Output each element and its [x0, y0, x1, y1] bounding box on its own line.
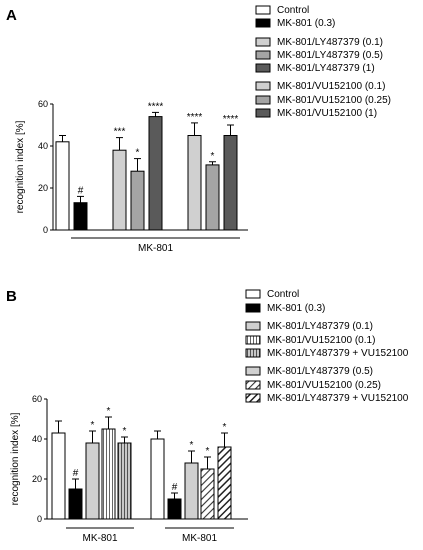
- significance-label-6: #: [172, 482, 178, 493]
- bar-1: [73, 202, 88, 231]
- group-label-0: MK-801: [82, 533, 117, 544]
- legend-swatch-3: [245, 335, 261, 345]
- legend-entry-4: MK-801/LY487379 (1): [277, 63, 375, 74]
- legend-swatch-1: [255, 18, 271, 28]
- significance-label-2: *: [91, 420, 95, 431]
- significance-label-9: *: [223, 422, 227, 433]
- legend-entry-0: Control: [277, 5, 309, 16]
- legend-entry-3: MK-801/VU152100 (0.1): [267, 335, 375, 346]
- legend-swatch-7: [255, 108, 271, 118]
- y-tick-label-1: 20: [38, 183, 48, 193]
- legend-entry-6: MK-801/VU152100 (0.25): [267, 380, 381, 391]
- bar-5: [150, 438, 165, 520]
- legend-entry-1: MK-801 (0.3): [277, 18, 335, 29]
- group-label-0: MK-801: [138, 243, 173, 254]
- bar-4: [117, 442, 132, 520]
- bar-6: [205, 164, 220, 231]
- significance-label-1: #: [78, 185, 84, 196]
- legend-entry-5: MK-801/VU152100 (0.1): [277, 81, 385, 92]
- y-tick-label-3: 60: [38, 99, 48, 109]
- bar-9: [217, 446, 232, 520]
- chart-panel-b: 0 20 40 60 recognition index [%] # * * * # * * * MK-8…: [10, 394, 248, 544]
- legend-swatch-2: [255, 37, 271, 47]
- y-tick-label-1: 20: [32, 474, 42, 484]
- legend-swatch-3: [255, 50, 271, 60]
- legend-swatch-0: [255, 5, 271, 15]
- y-tick-label-0: 0: [43, 225, 48, 235]
- bar-3: [101, 428, 116, 520]
- significance-label-6: *: [211, 151, 215, 162]
- legend-swatch-2: [245, 321, 261, 331]
- legend-entry-7: MK-801/LY487379 + VU152100: [267, 393, 409, 404]
- bar-1: [68, 488, 83, 520]
- legend-swatch-6: [245, 380, 261, 390]
- legend-entry-1: MK-801 (0.3): [267, 303, 325, 314]
- legend-entry-4: MK-801/LY487379 + VU152100: [267, 348, 409, 359]
- legend-entry-2: MK-801/LY487379 (0.1): [267, 321, 373, 332]
- significance-label-3: *: [136, 148, 140, 159]
- legend-swatch-7: [245, 393, 261, 403]
- significance-label-7: ****: [223, 114, 239, 125]
- bar-3: [130, 170, 145, 231]
- bar-8: [200, 468, 215, 520]
- legend-entry-7: MK-801/VU152100 (1): [277, 108, 377, 119]
- significance-label-4: ****: [148, 101, 164, 112]
- legend-entry-2: MK-801/LY487379 (0.1): [277, 37, 383, 48]
- significance-label-1: #: [73, 468, 79, 479]
- bar-0: [51, 432, 66, 520]
- bar-2: [112, 149, 127, 231]
- legend-panel-b: Control MK-801 (0.3) MK-801/LY487379 (0.1)…: [245, 289, 409, 404]
- bar-6: [167, 498, 182, 520]
- bar-4: [148, 116, 163, 231]
- y-axis-label: recognition index [%]: [10, 412, 21, 505]
- legend-entry-3: MK-801/LY487379 (0.5): [277, 50, 383, 61]
- legend-swatch-0: [245, 289, 261, 299]
- legend-entry-0: Control: [267, 289, 299, 300]
- legend-panel-a: Control MK-801 (0.3) MK-801/LY487379 (0.1)…: [255, 5, 391, 119]
- y-tick-label-2: 40: [32, 434, 42, 444]
- legend-swatch-4: [255, 63, 271, 73]
- y-tick-label-2: 40: [38, 141, 48, 151]
- significance-label-8: *: [206, 446, 210, 457]
- legend-swatch-5: [255, 81, 271, 91]
- legend-swatch-6: [255, 95, 271, 105]
- significance-label-4: *: [123, 426, 127, 437]
- bar-0: [55, 141, 70, 231]
- panel-label-b: B: [6, 288, 17, 305]
- y-tick-label-0: 0: [37, 514, 42, 524]
- legend-swatch-4: [245, 348, 261, 358]
- legend-entry-5: MK-801/LY487379 (0.5): [267, 366, 373, 377]
- bar-2: [85, 442, 100, 520]
- significance-label-2: ***: [114, 127, 126, 138]
- y-tick-label-3: 60: [32, 394, 42, 404]
- legend-entry-6: MK-801/VU152100 (0.25): [277, 95, 391, 106]
- legend-swatch-5: [245, 366, 261, 376]
- significance-label-7: *: [190, 440, 194, 451]
- bar-7: [184, 462, 199, 520]
- bar-7: [223, 135, 238, 231]
- legend-swatch-1: [245, 303, 261, 313]
- panel-label-a: A: [6, 7, 17, 24]
- group-label-1: MK-801: [182, 533, 217, 544]
- significance-label-5: ****: [187, 112, 203, 123]
- significance-label-3: *: [107, 406, 111, 417]
- bar-5: [187, 135, 202, 231]
- y-axis-label: recognition index [%]: [15, 120, 26, 213]
